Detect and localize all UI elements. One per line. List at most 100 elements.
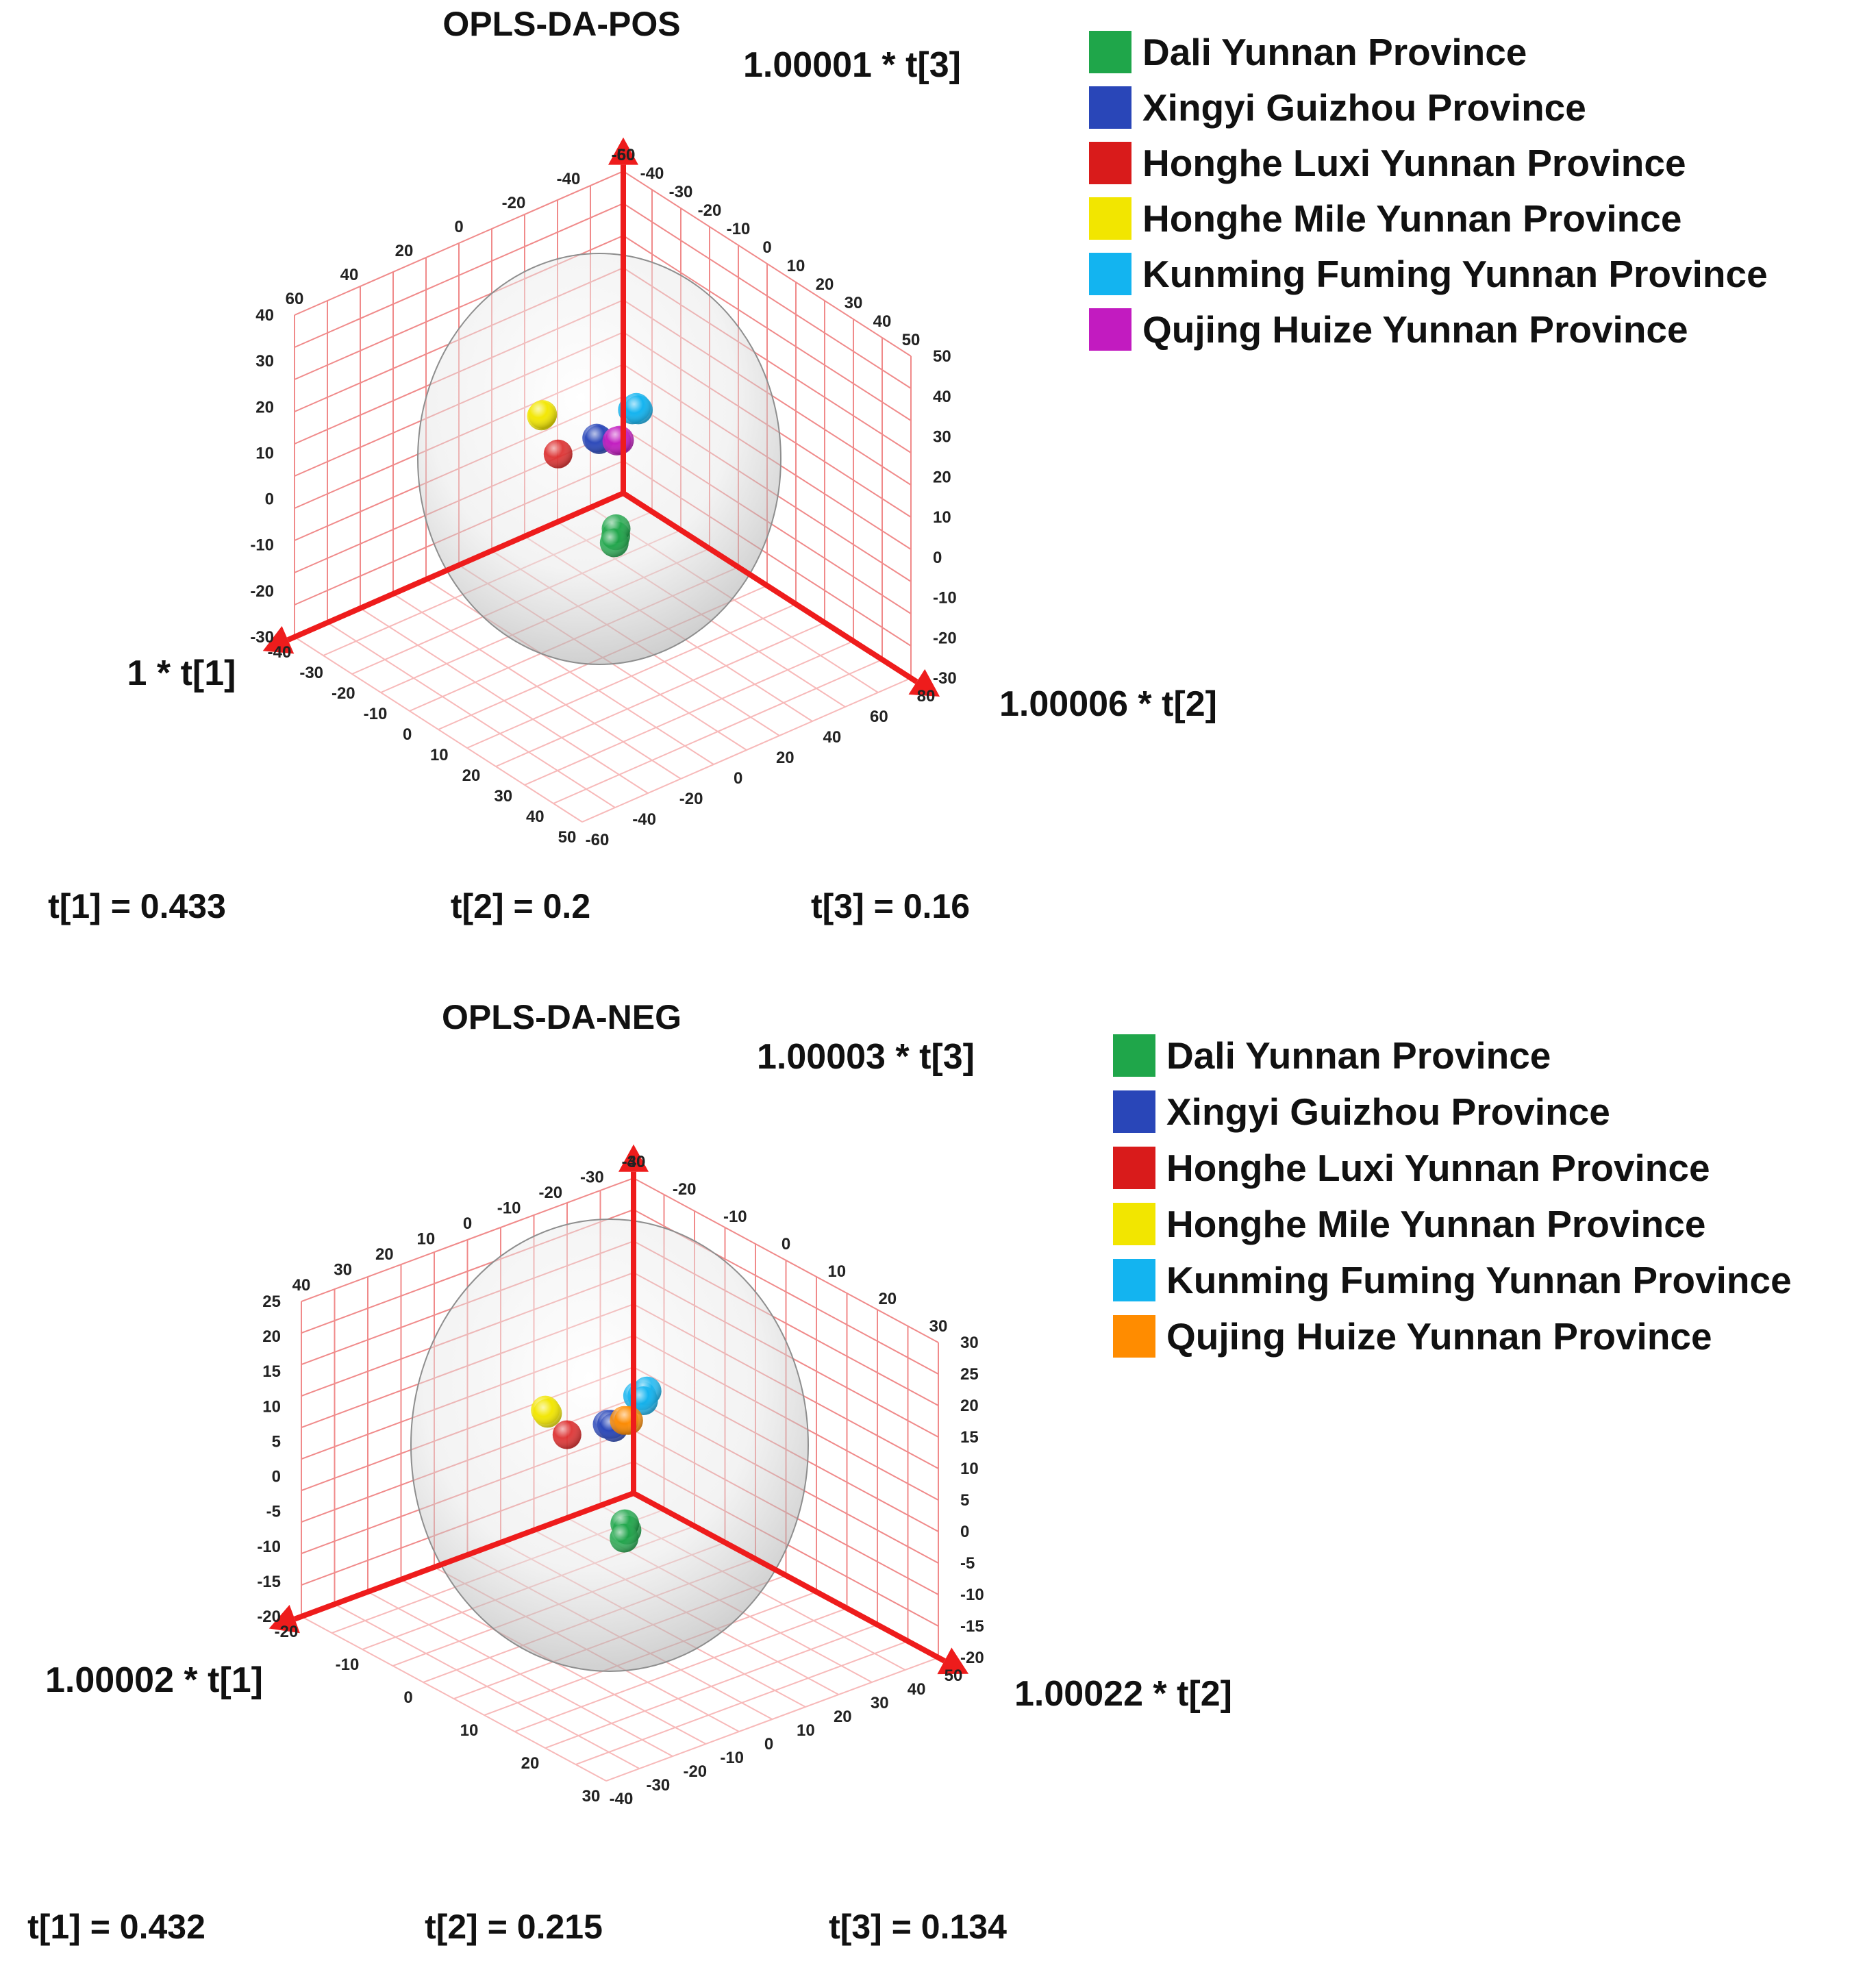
x-tick-label-top: -30	[580, 1169, 604, 1187]
y-tick-label: -40	[632, 810, 656, 829]
legend: Dali Yunnan Province Xingyi Guizhou Provi…	[1089, 31, 1768, 351]
explained-variance-label: t[3] = 0.16	[811, 887, 970, 925]
y-tick-label-top: 40	[873, 312, 892, 331]
grid-line	[301, 1616, 607, 1782]
y-tick-label: 80	[917, 687, 936, 706]
legend-label: Kunming Fuming Yunnan Province	[1166, 1259, 1792, 1301]
z-tick-label-left: 30	[255, 352, 274, 371]
grid-line	[633, 1177, 939, 1343]
z-tick-label-right: -20	[960, 1649, 984, 1667]
x-tick-label: 10	[460, 1721, 479, 1740]
y-tick-label-top: -20	[698, 201, 722, 220]
grid-line	[301, 1177, 634, 1302]
z-tick-label-right: 5	[960, 1491, 969, 1510]
x-tick-label: 0	[403, 725, 412, 744]
data-point-shade	[543, 439, 573, 469]
x-tick-label: 50	[558, 828, 577, 847]
grid-line	[334, 1603, 640, 1769]
grid-line	[575, 1640, 908, 1765]
x-tick-label: 30	[494, 787, 512, 806]
grid-line	[605, 1657, 939, 1782]
z-tick-label-left: 20	[255, 398, 274, 416]
z-tick-label-left: 10	[262, 1397, 281, 1416]
y-tick-label: 20	[776, 749, 795, 767]
explained-variance-label: t[2] = 0.215	[425, 1908, 603, 1946]
x-axis-line	[293, 1490, 635, 1622]
y-axis-label: 1.00006 * t[2]	[999, 684, 1217, 724]
z-axis-label: 1.00003 * t[3]	[757, 1037, 975, 1077]
x-tick-label: 10	[430, 746, 449, 764]
legend-label: Honghe Luxi Yunnan Province	[1166, 1147, 1710, 1189]
x-tick-label: -20	[275, 1623, 299, 1641]
z-tick-label-right: 10	[960, 1460, 979, 1478]
y-tick-label-top: -20	[673, 1180, 697, 1199]
y-axis-arrowhead	[937, 1647, 969, 1675]
x-tick-label-top: 20	[395, 242, 414, 260]
grid-line	[425, 579, 714, 765]
y-tick-label-top: 10	[827, 1262, 846, 1281]
y-tick-label-top: 0	[762, 238, 771, 257]
y-tick-label-top: 30	[845, 294, 863, 312]
legend-label: Xingyi Guizhou Province	[1142, 86, 1586, 129]
z-tick-label-right: -5	[960, 1554, 975, 1573]
z-tick-label-right: 30	[960, 1334, 979, 1352]
chart-title: OPLS-DA-NEG	[442, 998, 681, 1036]
legend-label: Xingyi Guizhou Province	[1166, 1090, 1610, 1133]
y-tick-label-top: 20	[816, 275, 834, 294]
z-tick-label-right: 25	[960, 1365, 979, 1384]
x-tick-label: -40	[268, 643, 292, 662]
grid-line	[553, 659, 883, 804]
legend-swatch	[1113, 1315, 1155, 1358]
grid-line	[367, 1591, 673, 1757]
x-tick-label: 0	[403, 1688, 412, 1707]
legend-swatch	[1113, 1090, 1155, 1133]
x-tick-label-top: -40	[557, 170, 581, 188]
z-tick-label-right: 15	[960, 1428, 979, 1447]
z-tick-label-left: -5	[266, 1503, 281, 1521]
y-tick-label: 30	[871, 1694, 889, 1712]
y-axis-line	[632, 1490, 946, 1664]
x-tick-label-top: 0	[454, 218, 463, 236]
grid-line	[294, 636, 583, 823]
z-tick-label-left: -15	[257, 1573, 281, 1591]
z-tick-label-right: 0	[960, 1523, 969, 1541]
z-tick-label-right: -10	[933, 589, 957, 608]
z-tick-label-right: 50	[933, 347, 951, 366]
y-tick-label: 0	[734, 769, 742, 788]
grid-line	[294, 171, 624, 316]
legend-swatch	[1089, 253, 1131, 295]
legend-swatch	[1113, 1147, 1155, 1189]
y-axis-line	[621, 490, 918, 684]
z-tick-label-left: 5	[272, 1432, 281, 1451]
y-tick-label: -10	[720, 1749, 744, 1767]
explained-variance-label: t[3] = 0.134	[829, 1908, 1007, 1946]
z-tick-label-left: -10	[257, 1538, 281, 1556]
x-tick-label: -10	[336, 1656, 360, 1674]
y-axis-arrowhead	[908, 669, 940, 697]
x-tick-label: 20	[462, 766, 481, 785]
z-tick-label-left: 10	[255, 444, 274, 462]
x-tick-label: -20	[332, 684, 355, 703]
z-tick-label-right: -15	[960, 1617, 984, 1636]
x-tick-label: 20	[521, 1754, 540, 1773]
z-tick-label-left: 25	[262, 1293, 281, 1311]
legend-label: Qujing Huize Yunnan Province	[1166, 1315, 1712, 1358]
data-point-shade	[610, 1523, 639, 1553]
legend-swatch	[1113, 1034, 1155, 1077]
data-point-shade	[599, 528, 629, 558]
x-tick-label-top: 40	[292, 1276, 311, 1295]
confidence-ellipsoid	[410, 1219, 809, 1672]
data-point-shade	[528, 400, 558, 429]
legend-swatch	[1089, 197, 1131, 240]
confidence-ellipsoid	[417, 253, 781, 665]
z-axis-label: 1.00001 * t[3]	[743, 45, 961, 85]
y-tick-label: 20	[834, 1708, 852, 1726]
x-tick-label-top: 30	[334, 1261, 352, 1280]
data-point-shade	[624, 395, 653, 425]
x-axis-line	[286, 490, 625, 642]
legend-label: Dali Yunnan Province	[1142, 31, 1527, 73]
data-point-shade	[605, 425, 634, 455]
x-tick-label-top: -40	[622, 1153, 646, 1171]
